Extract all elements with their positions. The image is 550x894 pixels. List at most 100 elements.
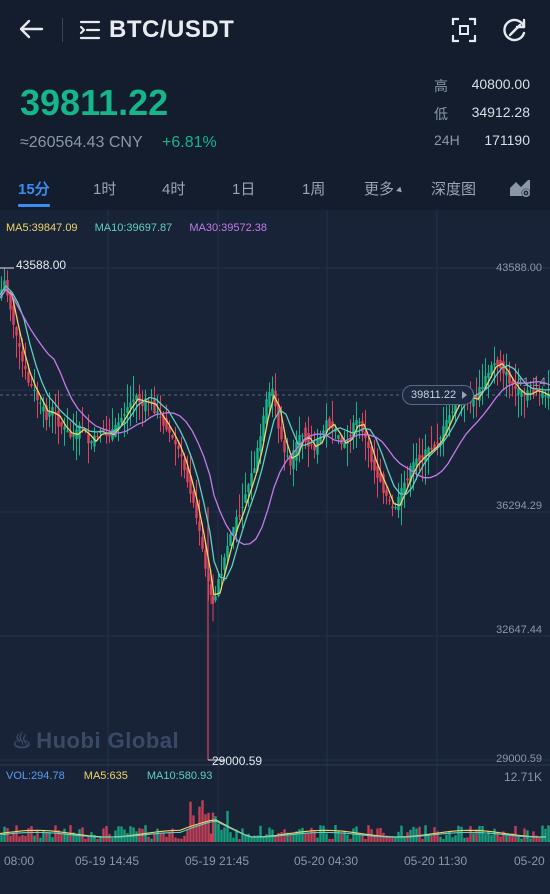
high-label: 高 [434,78,448,94]
volume-bar [201,800,204,842]
candle-body [247,484,250,493]
candle-body [211,596,215,604]
candle-body [436,442,439,445]
volume-bar [490,834,493,842]
volume-bar [48,832,51,842]
candle-body [87,434,90,444]
candle-body [24,366,27,370]
fullscreen-icon[interactable] [450,16,478,44]
volume-bar [209,833,213,842]
candle-body [472,396,475,407]
candle-body [451,411,454,413]
chart-settings-icon[interactable] [508,176,532,200]
candle-body [391,506,394,509]
volume-bar [463,837,466,842]
candle-body [415,458,418,467]
volume-bar [111,838,114,842]
volume-bar [316,837,319,842]
candle-body [370,446,373,463]
volume-bar [400,825,403,842]
volume-bar [493,828,496,842]
candle-body [36,391,39,401]
candle-body [253,468,256,473]
candle-body [18,343,21,347]
volume-bar [214,816,217,842]
x-tick-label: 05-19 14:45 [75,854,140,868]
candle-body [304,427,307,442]
candle-body [526,390,529,401]
tab-1d[interactable]: 1日 [232,181,256,198]
volume-bar [340,832,343,842]
vol-ma10: MA10:580.93 [146,770,213,782]
vol-ma5: MA5:635 [83,770,128,782]
change-percent: +6.81% [162,134,217,151]
volume-bar [487,831,490,842]
tab-more[interactable]: 更多 [364,178,404,199]
tab-15m[interactable]: 15分 [18,181,50,198]
volume-bar [189,801,192,842]
ma30-line [0,288,550,546]
candle-body [316,439,319,455]
arrow-left-icon[interactable] [16,14,46,44]
volume-bar [544,828,547,842]
candle-body [496,359,499,366]
candle-body [120,417,123,423]
volume-bar [265,834,268,842]
candle-body [376,466,379,478]
candle-body [481,386,484,390]
kline-chart[interactable]: MA5:39847.09 MA10:39697.87 MA30:39572.38… [0,210,550,894]
volume-bar [168,831,171,842]
volume-bar [388,836,391,842]
candle-body [277,404,280,429]
candle-body [475,395,478,399]
candle-body [141,400,144,406]
list-menu-icon[interactable] [78,18,102,42]
candle-body [508,371,511,384]
volume-bar [244,834,247,842]
candle-body [379,472,382,482]
volume-bar [51,837,54,842]
kline-svg [0,210,550,846]
tab-1w[interactable]: 1周 [302,181,326,198]
current-price-badge[interactable]: 39811.22 [402,385,474,405]
volume-bar [72,832,75,842]
tab-depth[interactable]: 深度图 [431,181,477,198]
volume-bar [192,815,195,842]
candle-body [355,420,358,426]
candle-body [517,388,520,395]
huobi-logo-icon: ♨ [12,728,33,753]
current-price-value: 39811.22 [411,389,457,401]
tab-1h[interactable]: 1时 [93,181,117,198]
volume-bar [153,833,156,842]
candle-body [367,441,370,449]
candle-body [15,327,18,336]
volume-bar [319,825,322,842]
volume-bar [361,835,364,842]
volume-bar [469,826,472,842]
pair-title[interactable]: BTC/USDT [109,16,235,43]
candle-body [490,365,493,375]
volume-bar [520,838,523,842]
volume-bar [337,831,340,842]
candle-body [373,459,376,471]
tab-4h[interactable]: 4时 [162,181,186,198]
candle-body [226,546,229,558]
volume-bar [235,829,238,842]
volume-bar [358,834,361,842]
volume-bar [457,825,460,842]
volume-bar [538,837,541,842]
volume-bar [295,831,298,842]
volume-bar [12,832,15,842]
refresh-icon[interactable] [500,15,530,45]
min-price-label: 29000.59 [212,754,263,768]
candle-body [448,415,451,424]
high-value: 40800.00 [471,76,530,92]
volume-bar [241,828,244,842]
candle-body [292,450,295,470]
volume-bar [27,828,30,842]
volume-bar [42,829,45,842]
triangle-right-icon [462,391,467,399]
candle-body [238,514,241,517]
volume-bar [66,833,69,842]
volume-bar [247,833,250,842]
